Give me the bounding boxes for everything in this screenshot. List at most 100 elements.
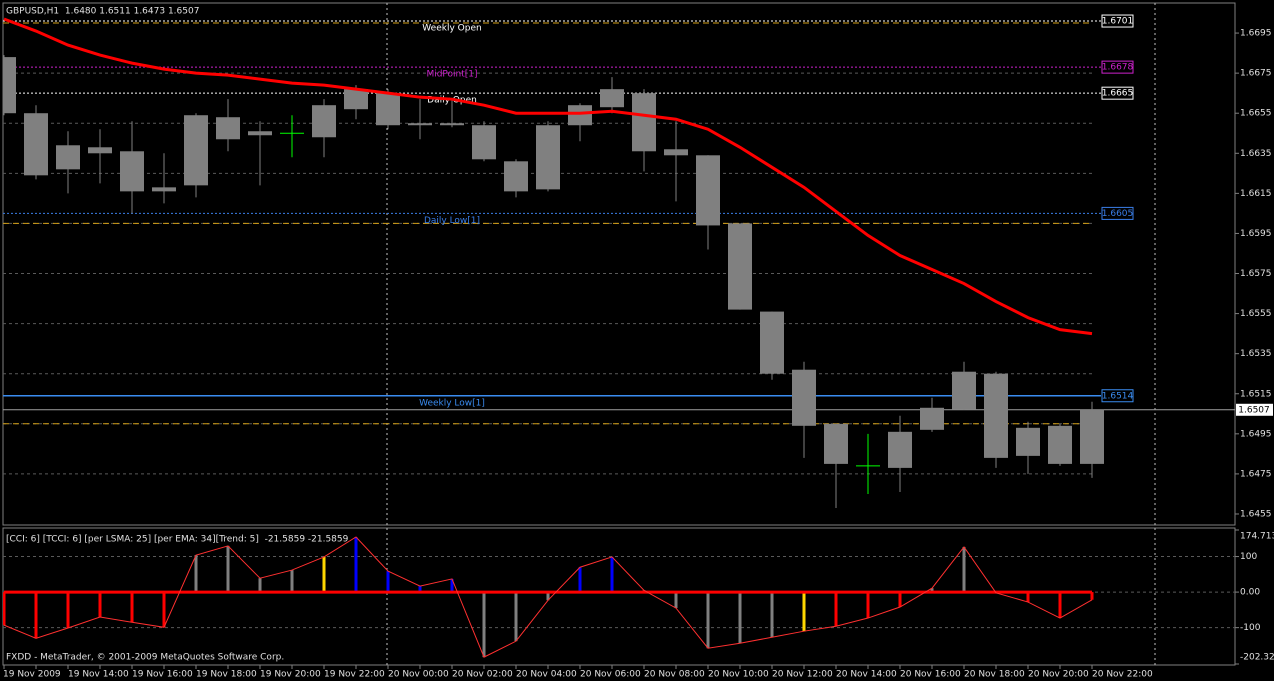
histogram-bar <box>482 592 486 658</box>
candle-body <box>24 113 48 176</box>
y-tick-label: -100 <box>1240 623 1261 633</box>
x-tick-label: 20 Nov 02:00 <box>452 670 513 680</box>
y-tick-label: 1.6555 <box>1240 309 1272 319</box>
candle-body <box>376 93 400 126</box>
histogram-bar <box>866 592 870 619</box>
level-name: Weekly Open <box>422 24 481 34</box>
y-tick-label: 1.6595 <box>1240 229 1272 239</box>
candle-body <box>248 131 272 136</box>
x-tick-label: 20 Nov 00:00 <box>388 670 449 680</box>
candle-body <box>120 151 144 192</box>
axes: 1.6507 1.6695 1.6675 1.6655 1.6635 1.6615 1.65… <box>3 29 1274 680</box>
y-tick-label: 1.6535 <box>1240 349 1272 359</box>
histogram-bar <box>546 592 550 601</box>
histogram-bar <box>834 592 838 627</box>
candle-body <box>984 373 1008 458</box>
candle-body <box>440 123 464 126</box>
y-tick-label: 1.6475 <box>1240 469 1272 479</box>
histogram-bar <box>130 592 134 623</box>
candle-body <box>504 161 528 192</box>
histogram-bar <box>162 592 166 628</box>
histogram-bar <box>514 592 518 642</box>
candle-body <box>952 371 976 410</box>
y-tick-label: 1.6635 <box>1240 149 1272 159</box>
candle-body <box>408 123 432 126</box>
histogram-bar <box>770 592 774 638</box>
y-tick-label: 100 <box>1240 552 1257 562</box>
histogram-bar <box>34 592 38 639</box>
histogram-bar <box>3 592 6 626</box>
histogram-bar <box>258 578 262 593</box>
y-tick-label: -202.323 <box>1240 653 1274 663</box>
histogram-bar <box>226 545 230 593</box>
level-name: Daily Low[1] <box>424 216 480 226</box>
candle-body <box>696 155 720 226</box>
level-price-box <box>1101 389 1134 403</box>
histogram-bar <box>898 592 902 608</box>
candle-body <box>920 407 944 430</box>
x-tick-label: 20 Nov 22:00 <box>1092 670 1153 680</box>
histogram-bar <box>802 592 806 632</box>
histogram-bar <box>738 592 742 644</box>
histogram-bar <box>194 555 198 593</box>
y-tick-label: 1.6495 <box>1240 429 1272 439</box>
level-name: Weekly Low[1] <box>419 398 485 408</box>
candle-body <box>344 89 368 110</box>
candle-body <box>728 223 752 310</box>
candle-body <box>88 147 112 154</box>
main-frame <box>2 2 1236 526</box>
level-price-box <box>1101 206 1134 220</box>
x-tick-label: 20 Nov 14:00 <box>836 670 897 680</box>
candle-body <box>1080 409 1104 464</box>
footer: FXDD - MetaTrader, © 2001-2009 MetaQuote… <box>6 653 284 663</box>
histogram-bar <box>706 592 710 649</box>
x-tick-label: 20 Nov 18:00 <box>964 670 1025 680</box>
level-price-box <box>1101 14 1134 28</box>
x-tick-label: 19 Nov 2009 <box>3 670 61 680</box>
level-name: MidPoint[1] <box>426 70 477 80</box>
x-tick-label: 20 Nov 10:00 <box>708 670 769 680</box>
candle-body <box>760 311 784 374</box>
level-price: 1.6514 <box>1102 391 1134 401</box>
level-price: 1.6665 <box>1102 89 1134 99</box>
histogram-bar <box>962 546 966 593</box>
histogram-bar <box>674 592 678 609</box>
level-price: 1.6678 <box>1102 63 1134 73</box>
candle-body <box>1048 425 1072 464</box>
y-tick-label: 1.6455 <box>1240 509 1272 519</box>
histogram-bar <box>610 556 614 593</box>
y-tick-label: 1.6675 <box>1240 69 1272 79</box>
level-price: 1.6701 <box>1102 17 1134 27</box>
x-tick-label: 19 Nov 18:00 <box>196 670 257 680</box>
candle-body <box>312 105 336 138</box>
x-tick-label: 20 Nov 06:00 <box>580 670 641 680</box>
histogram-bar <box>578 567 582 593</box>
y-tick-label: 0.00 <box>1240 588 1260 598</box>
last-price-box <box>1236 403 1273 416</box>
histogram-bar <box>930 588 934 593</box>
y-tick-label: 1.6515 <box>1240 389 1272 399</box>
level-price: 1.6605 <box>1102 209 1134 219</box>
histogram-bar <box>1058 592 1062 619</box>
price-plot: Weekly Open 1.6701 MidPoint[1] 1.6678 Daily … <box>3 14 1235 508</box>
candle-body <box>472 125 496 160</box>
histogram-bar <box>1090 592 1094 600</box>
x-tick-label: 19 Nov 14:00 <box>68 670 129 680</box>
candle-body <box>152 187 176 192</box>
candle-body <box>536 125 560 190</box>
candle-body <box>3 57 16 114</box>
candle-body <box>184 115 208 186</box>
level-price-box <box>1101 86 1134 100</box>
histogram-bar <box>66 592 70 628</box>
last-price-label: 1.6507 <box>1238 405 1270 415</box>
y-tick-label: 1.6695 <box>1240 29 1272 39</box>
y-tick-label: 1.6615 <box>1240 189 1272 199</box>
histogram-bar <box>290 570 294 593</box>
x-tick-label: 20 Nov 20:00 <box>1028 670 1089 680</box>
moving-average <box>3 17 1093 336</box>
histogram-bar <box>386 571 390 593</box>
y-tick-label: 1.6575 <box>1240 269 1272 279</box>
x-tick-label: 19 Nov 20:00 <box>260 670 321 680</box>
